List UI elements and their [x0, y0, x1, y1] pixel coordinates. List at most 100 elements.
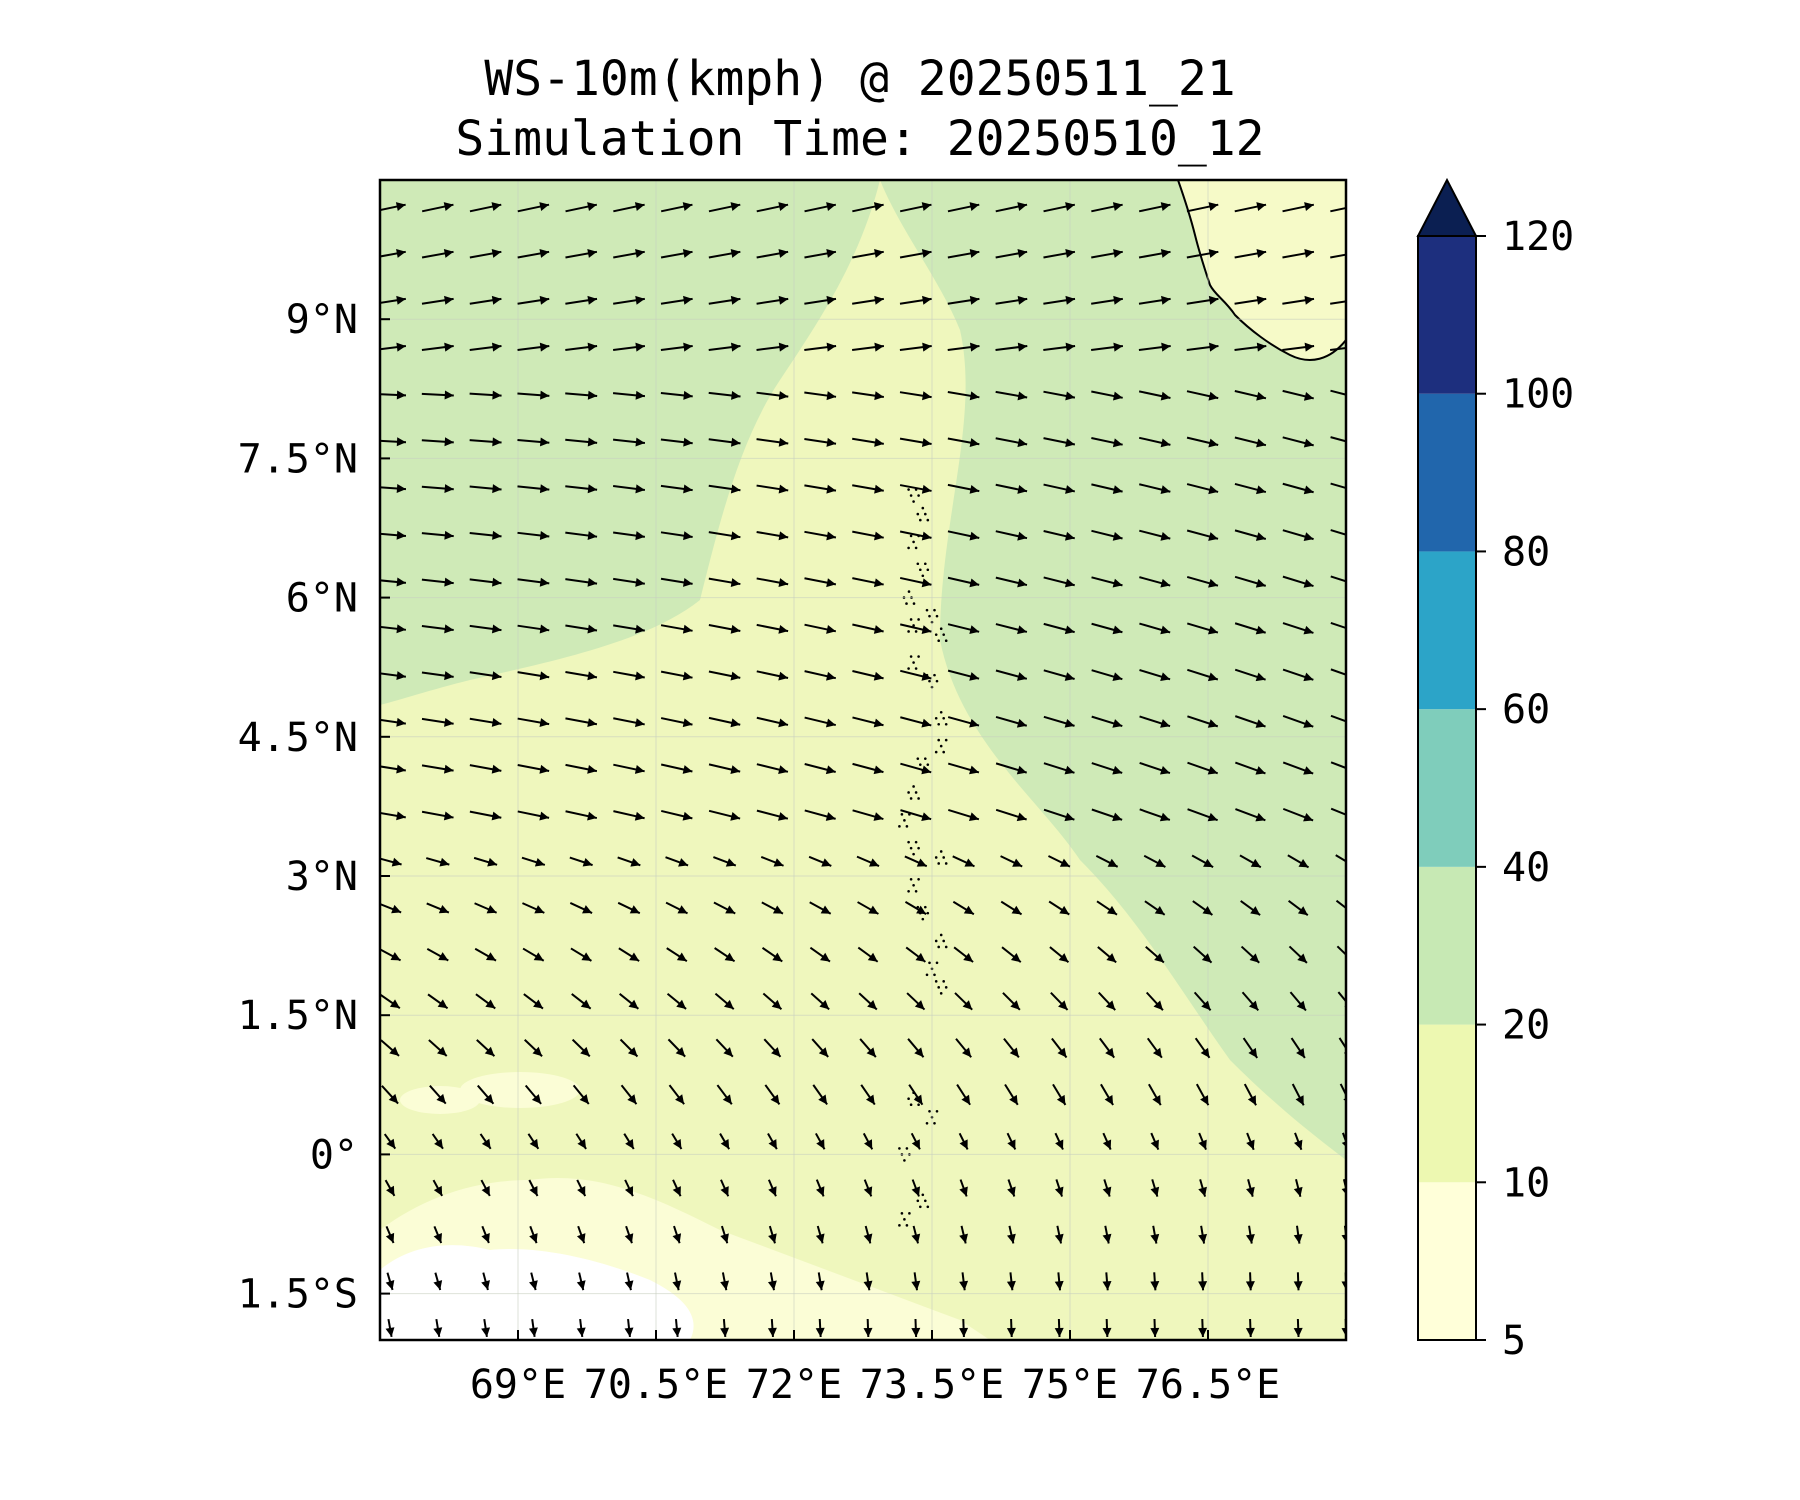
wind-arrowhead [396, 390, 406, 400]
island-dot [937, 986, 940, 989]
wind-arrowhead [396, 248, 406, 258]
wind-arrowhead [635, 484, 645, 494]
wind-arrowhead [1059, 858, 1070, 867]
wind-arrowhead [1105, 1000, 1116, 1011]
island-dot [924, 562, 927, 566]
wind-arrowhead [672, 1139, 682, 1150]
wind-arrowhead [579, 1094, 589, 1104]
wind-arrowhead [1297, 906, 1308, 916]
wind-arrowhead [873, 812, 884, 821]
wind-arrowhead [720, 1280, 730, 1291]
wind-arrowhead [627, 1094, 637, 1105]
wind-arrowhead [921, 765, 932, 775]
wind-arrowhead [778, 578, 789, 588]
island-dot [937, 738, 940, 742]
lon-tick-label: 75°E [1022, 1362, 1118, 1408]
island-dot [909, 797, 913, 800]
wind-arrowhead [1102, 1233, 1112, 1244]
wind-arrowhead [580, 1046, 590, 1057]
island-dot [912, 624, 915, 627]
wind-arrowhead [1104, 1094, 1114, 1106]
island-dot [924, 1199, 927, 1203]
wind-arrowhead [396, 811, 406, 821]
wind-arrowhead [396, 717, 406, 727]
wind-arrowhead [725, 905, 736, 914]
wind-arrowhead [1107, 858, 1118, 867]
wind-arrowhead [1208, 438, 1219, 448]
wind-arrowhead [587, 484, 598, 494]
wind-arrowhead [587, 624, 598, 634]
island-dot [907, 667, 910, 670]
island-dot [924, 757, 927, 760]
wind-arrowhead [921, 625, 932, 634]
wind-arrowhead [1303, 485, 1314, 495]
wind-arrowhead [816, 1186, 825, 1197]
wind-arrowhead [635, 248, 645, 258]
wind-arrowhead [444, 484, 454, 494]
wind-arrowhead [1255, 812, 1266, 822]
island-dot [909, 494, 913, 497]
wind-arrowhead [730, 202, 741, 211]
wind-arrowhead [438, 904, 449, 914]
wind-arrow [1336, 945, 1346, 957]
island-dot [934, 939, 938, 943]
wind-arrowhead [1007, 1186, 1016, 1197]
wind-arrowhead [1208, 202, 1219, 211]
wind-arrow [1341, 1132, 1346, 1145]
wind-arrowhead [826, 484, 836, 494]
island-dot [934, 716, 938, 720]
wind-arrowhead [1160, 202, 1171, 211]
island-dot [942, 633, 945, 637]
wind-arrowhead [682, 765, 693, 774]
wind-arrowhead [1198, 1281, 1208, 1291]
island-dot [914, 630, 918, 633]
wind-arrowhead [531, 1094, 542, 1104]
wind-arrowhead [1304, 295, 1315, 305]
wind-arrowhead [873, 625, 884, 634]
wind-arrowhead [1255, 532, 1266, 541]
wind-arrowhead [438, 952, 449, 961]
wind-arrowhead [539, 531, 550, 540]
wind-arrowhead [1112, 578, 1123, 588]
wind-arrowhead [1249, 953, 1260, 963]
wind-arrowhead [492, 484, 502, 494]
wind-arrowhead [1304, 248, 1314, 258]
wind-arrowhead [675, 1094, 685, 1105]
wind-arrowhead [825, 765, 836, 775]
island-dot [900, 813, 904, 816]
wind-arrowhead [969, 625, 980, 635]
wind-arrowhead [826, 671, 836, 681]
island-dot [907, 590, 911, 593]
wind-arrowhead [778, 671, 789, 681]
wind-arrowhead [1198, 1186, 1207, 1197]
wind-arrowhead [529, 1233, 538, 1244]
wind-arrowhead [630, 858, 641, 867]
lat-tick-label: 4.5°N [238, 715, 358, 761]
wind-arrowhead [1256, 485, 1266, 495]
wind-arrowhead [1154, 953, 1164, 963]
wind-arrowhead [1296, 1000, 1306, 1011]
wind-arrowhead [1065, 342, 1076, 352]
wind-arrowhead [1006, 1280, 1016, 1291]
wind-arrowhead [1256, 438, 1266, 448]
wind-arrowhead [1201, 953, 1212, 963]
wind-arrowhead [492, 437, 502, 447]
wind-arrowhead [864, 1139, 873, 1150]
wind-arrowhead [1007, 1139, 1016, 1150]
island-dot [935, 679, 939, 683]
wind-arrowhead [582, 858, 593, 867]
island-dot [944, 738, 948, 742]
wind-arrowhead [481, 1185, 490, 1196]
colorbar: 5 10 20 40 60 80 100 120 [1416, 177, 1574, 1364]
wind-arrowhead [773, 858, 784, 867]
wind-arrowhead [396, 483, 406, 493]
wind-arrowhead [826, 437, 837, 447]
wind-arrowhead [866, 1047, 876, 1058]
wind-arrowhead [720, 1139, 730, 1150]
island-dot [933, 973, 936, 977]
wind-arrowhead [1352, 202, 1362, 211]
wind-arrowhead [1011, 905, 1022, 915]
wind-arrowhead [720, 1233, 729, 1244]
wind-arrowhead [1007, 1233, 1016, 1244]
wind-arrowhead [873, 202, 884, 211]
